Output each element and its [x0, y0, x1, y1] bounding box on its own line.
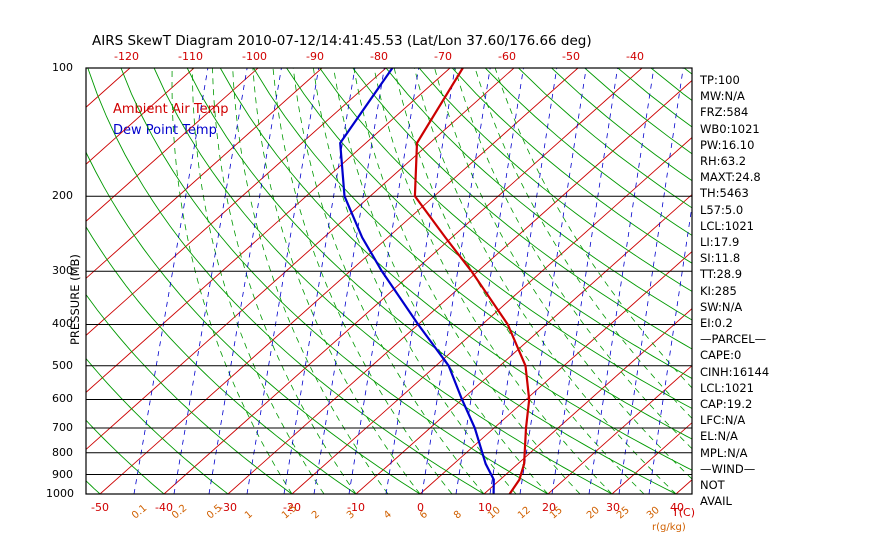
sounding-index-item: MW:N/A — [700, 89, 745, 104]
chart-title: AIRS SkewT Diagram 2010-07-12/14:41:45.5… — [92, 33, 592, 49]
bottom-temperature-tick: 40 — [670, 501, 684, 514]
sounding-index-item: FRZ:584 — [700, 105, 749, 120]
pressure-tick: 1000 — [46, 487, 74, 500]
sounding-index-item: KI:285 — [700, 283, 737, 298]
sounding-index-item: PW:16.10 — [700, 137, 755, 152]
pressure-tick: 500 — [52, 358, 73, 372]
sounding-index-item: WB0:1021 — [700, 121, 760, 136]
pressure-tick: 900 — [52, 467, 73, 481]
sounding-index-item: CAP:19.2 — [700, 397, 753, 412]
bottom-temperature-tick: -40 — [155, 501, 173, 514]
pressure-tick: 700 — [52, 421, 73, 434]
sounding-index-item: AVAIL — [700, 494, 732, 509]
top-temperature-tick: -110 — [178, 50, 203, 63]
sounding-index-item: RH:63.2 — [700, 154, 747, 169]
top-temperature-tick: -40 — [626, 50, 644, 63]
sounding-index-item: MAXT:24.8 — [700, 170, 761, 185]
sounding-index-item: LFC:N/A — [700, 413, 746, 428]
sounding-index-item: EL:N/A — [700, 429, 738, 444]
series-dew-point-temp — [339, 68, 495, 494]
sounding-indices-panel: TP:100 MW:N/A FRZ:584 WB0:1021 PW:16.10 RH:63… — [700, 72, 865, 509]
top-temperature-tick: -60 — [498, 50, 516, 63]
legend-dew-point-temp: Dew Point Temp — [113, 123, 217, 138]
sounding-index-item: MPL:N/A — [700, 445, 748, 460]
sounding-index-item: —PARCEL— — [700, 332, 767, 347]
sounding-index-item: EI:0.2 — [700, 316, 733, 331]
top-temperature-tick: -50 — [562, 50, 580, 63]
pressure-tick: 400 — [52, 317, 73, 331]
sounding-index-item: TH:5463 — [700, 186, 749, 201]
top-temperature-tick: -120 — [114, 50, 139, 63]
pressure-tick: 200 — [52, 189, 73, 203]
pressure-tick: 800 — [52, 445, 73, 459]
top-temperature-tick: -90 — [306, 50, 324, 63]
sounding-index-item: —WIND— — [700, 461, 756, 476]
bottom-temperature-tick: 10 — [478, 501, 492, 514]
sounding-index-item: TP:100 — [700, 73, 740, 87]
pressure-tick: 300 — [52, 264, 73, 278]
bottom-temperature-tick: -10 — [347, 501, 365, 514]
sounding-index-item: TT:28.9 — [700, 267, 743, 282]
sounding-index-item: SW:N/A — [700, 299, 743, 314]
sounding-index-item: L57:5.0 — [700, 202, 744, 217]
sounding-index-item: CAPE:0 — [700, 348, 742, 363]
legend-ambient-air-temp: Ambient Air Temp — [113, 102, 229, 117]
top-temperature-tick: -80 — [370, 50, 388, 63]
bottom-temperature-tick: 30 — [606, 501, 620, 514]
bottom-temperature-tick: -20 — [283, 501, 301, 514]
pressure-tick: 600 — [52, 392, 73, 406]
sounding-index-item: SI:11.8 — [700, 251, 741, 266]
bottom-temperature-tick: 20 — [542, 501, 556, 514]
top-temperature-tick: -70 — [434, 50, 452, 63]
pressure-tick: 100 — [52, 61, 73, 74]
bottom-temperature-tick: -30 — [219, 501, 237, 514]
bottom-temperature-tick: 0 — [417, 501, 424, 514]
sounding-index-item: NOT — [700, 478, 725, 493]
mixing-ratio-axis-label: r(g/kg) — [652, 522, 686, 533]
top-temperature-tick: -100 — [242, 50, 267, 63]
bottom-temperature-tick: -50 — [91, 501, 109, 514]
series-ambient-air-temp — [413, 68, 531, 494]
sounding-index-item: LCL:1021 — [700, 218, 754, 233]
x-axis-label: T(C) — [672, 506, 695, 519]
sounding-index-item: CINH:16144 — [700, 364, 770, 379]
sounding-index-item: LI:17.9 — [700, 235, 740, 250]
sounding-index-item: LCL:1021 — [700, 380, 754, 395]
